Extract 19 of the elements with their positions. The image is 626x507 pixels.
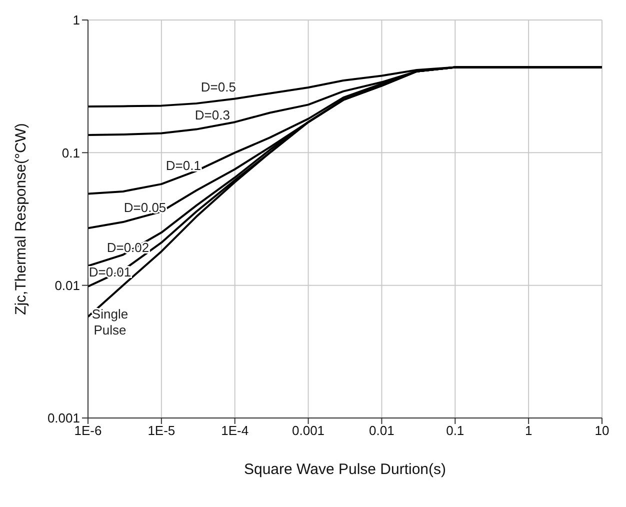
x-tick-label: 0.001: [292, 423, 325, 438]
series-label: D=0.3: [194, 107, 230, 122]
x-tick-label: 1E-5: [148, 423, 176, 438]
x-tick-label: 1E-6: [74, 423, 102, 438]
series-label: D=0.05: [124, 200, 166, 216]
y-tick-label: 0.1: [62, 145, 80, 160]
x-tick-label: 0.01: [369, 423, 394, 438]
x-tick-label: 0.1: [446, 423, 464, 438]
x-tick-label: 10: [594, 423, 610, 438]
x-tick-label: 1: [524, 423, 532, 438]
series-label: Single Pulse: [92, 306, 128, 338]
y-tick-label: 0.001: [47, 410, 80, 426]
series-label: D=0.1: [166, 158, 201, 174]
x-axis-title: Square Wave Pulse Durtion(s): [244, 461, 446, 478]
series-label: D=0.5: [200, 79, 236, 94]
y-axis-title: Zjc,Thermal Response(°CW): [12, 123, 30, 315]
y-tick-label: 0.01: [54, 278, 80, 293]
x-tick-label: 1E-4: [221, 423, 249, 438]
y-tick-label: 1: [72, 12, 80, 28]
